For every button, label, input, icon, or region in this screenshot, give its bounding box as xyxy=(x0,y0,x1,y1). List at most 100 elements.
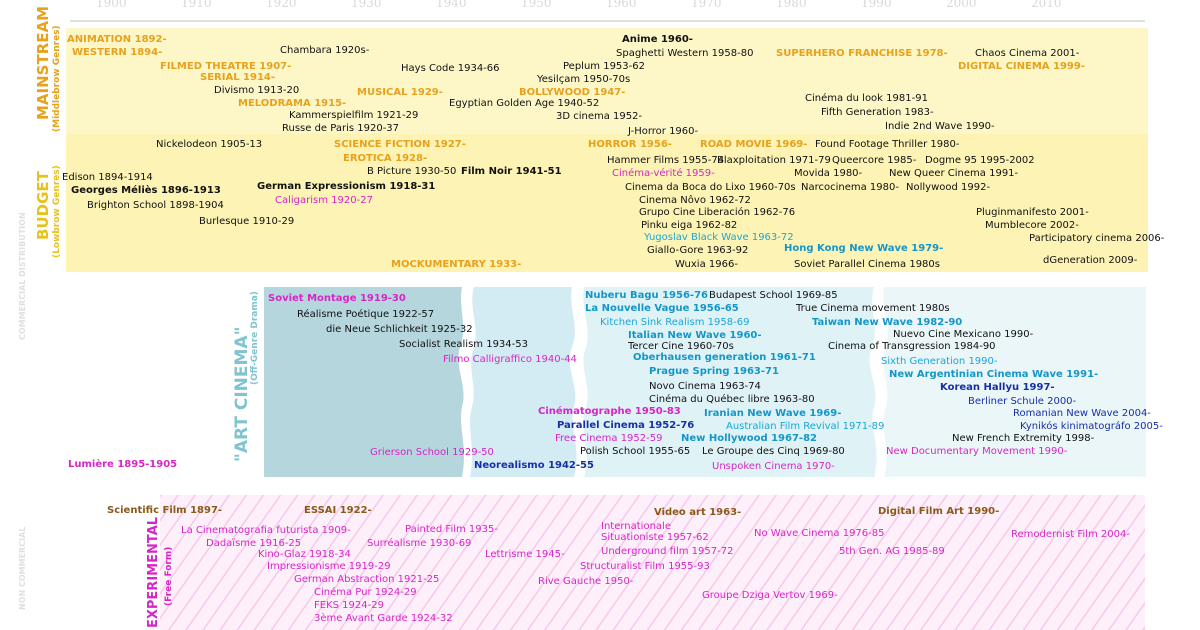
movement-label: MOCKUMENTARY 1933- xyxy=(391,259,522,270)
movement-label: ANIMATION 1892- xyxy=(67,34,167,45)
movement-label: New Queer Cinema 1991- xyxy=(889,168,1019,179)
movement-label: Fifth Generation 1983- xyxy=(821,107,934,118)
movement-label: Indie 2nd Wave 1990- xyxy=(885,121,995,132)
movement-label: Internationale xyxy=(601,521,671,532)
movement-label: BOLLYWOOD 1947- xyxy=(519,87,626,98)
movement-label: Movida 1980- xyxy=(794,168,863,179)
movement-label: Spaghetti Western 1958-80 xyxy=(616,48,754,59)
movement-label: ESSAI 1922- xyxy=(304,505,372,516)
movement-label: Hays Code 1934-66 xyxy=(401,63,500,74)
movement-label: Filmo Calligraffico 1940-44 xyxy=(443,354,577,365)
mainstream-band xyxy=(66,28,1148,134)
movement-label: New French Extremity 1998- xyxy=(952,433,1095,444)
movement-label: Groupe Dziga Vertov 1969- xyxy=(702,590,838,601)
movement-label: Taiwan New Wave 1982-90 xyxy=(812,317,963,328)
movement-label: Parallel Cinema 1952-76 xyxy=(557,420,695,431)
movement-label: Found Footage Thriller 1980- xyxy=(815,139,960,150)
movement-label: Soviet Parallel Cinema 1980s xyxy=(794,259,940,270)
movement-label: Nuevo Cine Mexicano 1990- xyxy=(893,329,1034,340)
movement-label: Cinema Nôvo 1962-72 xyxy=(639,195,751,206)
movement-label: Tercer Cine 1960-70s xyxy=(628,341,734,352)
movement-label: Cinema da Boca do Lixo 1960-70s xyxy=(625,182,796,193)
experimental-band xyxy=(160,495,1145,630)
movement-label: Cinématographe 1950-83 xyxy=(538,406,681,417)
movement-label: Dogme 95 1995-2002 xyxy=(925,155,1035,166)
movement-label: Remodernist Film 2004- xyxy=(1011,529,1130,540)
movement-label: Prague Spring 1963-71 xyxy=(649,366,779,377)
movement-label: New Argentinian Cinema Wave 1991- xyxy=(889,369,1099,380)
movement-label: B Picture 1930-50 xyxy=(367,166,457,177)
movement-label: Blaxploitation 1971-79 xyxy=(717,155,831,166)
movement-label: Anime 1960- xyxy=(622,34,693,45)
movement-label: Le Groupe des Cinq 1969-80 xyxy=(702,446,845,457)
movement-label: Réalisme Poétique 1922-57 xyxy=(297,309,435,320)
movement-label: Grierson School 1929-50 xyxy=(370,447,494,458)
axis-year-label: 1980 xyxy=(776,0,807,10)
budget-band xyxy=(66,134,1148,272)
timeline-axis xyxy=(70,20,1145,22)
movement-label: True Cinema movement 1980s xyxy=(796,303,950,314)
axis-year-label: 1940 xyxy=(436,0,467,10)
movement-label: Structuralist Film 1955-93 xyxy=(580,561,710,572)
movement-label: Neorealismo 1942-55 xyxy=(474,460,594,471)
art-cinema-label: "ART CINEMA" xyxy=(232,326,252,462)
movement-label: Cinéma-vérité 1959- xyxy=(612,168,715,179)
movement-label: Russe de Paris 1920-37 xyxy=(282,123,400,134)
art-cinema-sub-label: (Off-Genre Drama) xyxy=(250,291,260,385)
movement-label: Romanian New Wave 2004- xyxy=(1013,408,1151,419)
mainstream-label: MAINSTREAM xyxy=(34,5,52,120)
axis-year-label: 1990 xyxy=(861,0,892,10)
movement-label: Free Cinema 1952-59 xyxy=(555,433,663,444)
movement-label: Nickelodeon 1905-13 xyxy=(156,139,263,150)
movement-label: Rive Gauche 1950- xyxy=(538,576,634,587)
movement-label: Peplum 1953-62 xyxy=(563,61,645,72)
movement-label: Kynikós kinimatográfo 2005- xyxy=(1020,421,1163,432)
movement-label: Brighton School 1898-1904 xyxy=(87,200,224,211)
movement-label: Socialist Realism 1934-53 xyxy=(399,339,528,350)
movement-label: Lettrisme 1945- xyxy=(485,549,565,560)
axis-year-label: 1920 xyxy=(266,0,297,10)
movement-label: German Expressionism 1918-31 xyxy=(257,181,436,192)
movement-label: 3ème Avant Garde 1924-32 xyxy=(314,613,453,624)
movement-label: 3D cinema 1952- xyxy=(556,111,643,122)
movement-label: Cinéma Pur 1924-29 xyxy=(314,587,417,598)
movement-label: Kino-Glaz 1918-34 xyxy=(258,549,351,560)
movement-label: Chaos Cinema 2001- xyxy=(975,48,1080,59)
movement-label: Surréalisme 1930-69 xyxy=(367,538,472,549)
movement-label: Pinku eiga 1962-82 xyxy=(641,220,738,231)
movement-label: Dadaïsme 1916-25 xyxy=(206,538,302,549)
movement-label: Yesilçam 1950-70s xyxy=(537,74,631,85)
movement-label: Novo Cinema 1963-74 xyxy=(649,381,761,392)
movement-label: Georges Méliès 1896-1913 xyxy=(71,185,221,196)
movement-label: Kammerspielfilm 1921-29 xyxy=(289,110,419,121)
movement-label: Cinéma du look 1981-91 xyxy=(805,93,928,104)
movement-label: Grupo Cine Liberación 1962-76 xyxy=(639,207,796,218)
movement-label: Digital Film Art 1990- xyxy=(878,506,1000,517)
movement-label: SCIENCE FICTION 1927- xyxy=(334,139,466,150)
movement-label: Lumière 1895-1905 xyxy=(68,459,178,470)
movement-label: Painted Film 1935- xyxy=(405,524,498,535)
movement-label: Kitchen Sink Realism 1958-69 xyxy=(600,317,750,328)
movement-label: Oberhausen generation 1961-71 xyxy=(633,352,816,363)
movement-label: Egyptian Golden Age 1940-52 xyxy=(449,98,600,109)
axis-year-label: 1950 xyxy=(521,0,552,10)
movement-label: dGeneration 2009- xyxy=(1043,255,1138,266)
movement-label: Wuxia 1966- xyxy=(675,259,738,270)
movement-label: Giallo-Gore 1963-92 xyxy=(647,245,749,256)
movement-label: Queercore 1985- xyxy=(832,155,917,166)
movement-label: Italian New Wave 1960- xyxy=(628,330,762,341)
movement-label: Situationiste 1957-62 xyxy=(601,532,709,543)
mainstream-sub-label: (Middlebrow Genres) xyxy=(52,25,62,132)
movement-label: No Wave Cinema 1976-85 xyxy=(754,528,885,539)
movement-label: La Cinematografia futurista 1909- xyxy=(181,525,351,536)
movement-label: Budapest School 1969-85 xyxy=(709,290,838,301)
axis-year-label: 1900 xyxy=(96,0,127,10)
movement-label: WESTERN 1894- xyxy=(72,47,163,58)
axis-year-label: 1970 xyxy=(691,0,722,10)
movement-label: Soviet Montage 1919-30 xyxy=(268,293,406,304)
movement-label: Video art 1963- xyxy=(654,507,742,518)
experimental-sub-label: (Free Form) xyxy=(164,546,174,606)
movement-label: Divismo 1913-20 xyxy=(214,85,300,96)
axis-year-label: 2000 xyxy=(946,0,977,10)
movement-label: 5th Gen. AG 1985-89 xyxy=(839,546,945,557)
